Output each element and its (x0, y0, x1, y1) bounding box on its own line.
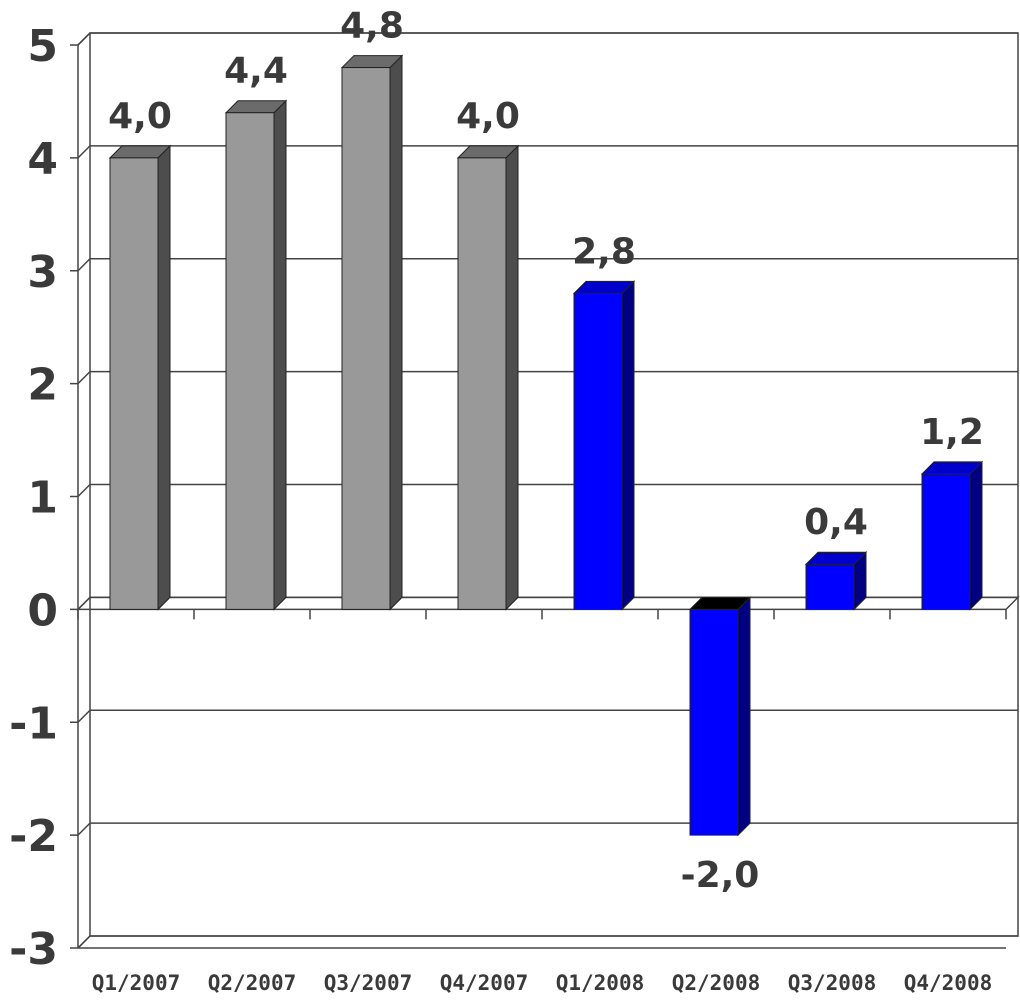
bar-front (805, 563, 855, 610)
y-tick-label-5: 0 (27, 585, 58, 636)
bar-Q4/2007 (456, 144, 520, 611)
bar-Q1/2008 (572, 280, 636, 611)
bar-front (341, 67, 391, 610)
bar-side (273, 99, 287, 611)
bar-side (737, 596, 751, 837)
gridline-side-0 (77, 32, 91, 46)
data-label-Q1/2007: 4,0 (108, 96, 172, 137)
x-tick-label-Q2/2007: Q2/2007 (208, 971, 297, 995)
y-tick-label-4: 1 (27, 473, 58, 524)
y-tick-label-7: -2 (9, 811, 58, 862)
bar-side (389, 54, 403, 611)
data-label-Q3/2008: 0,4 (804, 502, 868, 543)
x-tick-label-Q1/2007: Q1/2007 (92, 971, 181, 995)
gridline-side-4 (77, 483, 91, 498)
bar-Q4/2008 (920, 460, 984, 611)
bar-Q2/2007 (224, 99, 288, 611)
data-label-Q4/2008: 1,2 (920, 412, 984, 453)
y-tick-labels: 5 4 3 2 1 0 -1 -2 -3 (9, 21, 58, 975)
x-tick-label-Q4/2007: Q4/2007 (440, 971, 529, 995)
bar-side (505, 144, 519, 611)
bar-front (457, 157, 507, 610)
bar-front (689, 608, 739, 836)
bar-front (573, 292, 623, 610)
gridline-side-1 (77, 145, 91, 159)
gridline-side-6 (77, 709, 91, 723)
bar-front (921, 473, 971, 610)
gridline-side-2 (77, 258, 91, 272)
gridline-side-3 (77, 371, 91, 385)
bar-front (109, 157, 159, 610)
x-tick-label-Q1/2008: Q1/2008 (556, 971, 645, 995)
x-tick-label-Q3/2007: Q3/2007 (324, 971, 413, 995)
bar-Q3/2008 (804, 551, 868, 611)
y-tick-label-8: -3 (9, 924, 58, 975)
bars (108, 54, 984, 837)
zero-floor (76, 596, 1020, 611)
x-tick-label-Q2/2008: Q2/2008 (672, 971, 761, 995)
y-tick-label-1: 4 (27, 134, 58, 185)
x-tick-label-Q4/2008: Q4/2008 (904, 971, 993, 995)
data-label-Q1/2008: 2,8 (572, 231, 636, 272)
gridline-side-7 (77, 822, 91, 836)
y-tick-label-0: 5 (27, 21, 58, 72)
y-tick-label-3: 2 (27, 360, 58, 411)
y-tick-label-2: 3 (27, 247, 58, 298)
gridline-side-8 (77, 935, 91, 949)
data-label-Q3/2007: 4,8 (340, 6, 404, 47)
bar-Q2/2008 (688, 596, 752, 837)
bar-side (157, 144, 171, 611)
bar-Q1/2007 (108, 144, 172, 611)
bar-front (225, 112, 275, 610)
grid-lines (77, 32, 1019, 949)
x-tick-labels: Q1/2007 Q2/2007 Q3/2007 Q4/2007 Q1/2008 Q2/20… (92, 971, 993, 995)
data-label-Q2/2007: 4,4 (224, 51, 288, 92)
y-tick-label-6: -1 (9, 698, 58, 749)
bar-side (621, 280, 635, 611)
x-tick-label-Q3/2008: Q3/2008 (788, 971, 877, 995)
data-label-Q4/2007: 4,0 (456, 96, 520, 137)
data-labels: 4,0 4,4 4,8 4,0 2,8 -2,0 0,4 1,2 (108, 6, 984, 897)
data-label-Q2/2008: -2,0 (681, 855, 760, 896)
bar-Q3/2007 (340, 54, 404, 611)
axes (70, 44, 1020, 949)
bar-side (969, 460, 983, 611)
